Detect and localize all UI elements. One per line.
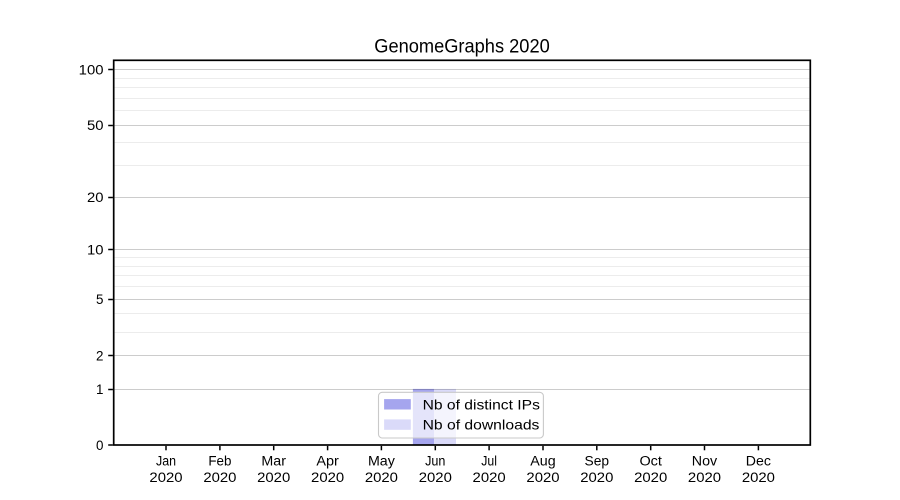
svg-text:2020: 2020 bbox=[311, 470, 344, 485]
svg-text:0: 0 bbox=[96, 438, 103, 453]
svg-text:Oct: Oct bbox=[639, 453, 662, 468]
svg-text:Dec: Dec bbox=[746, 453, 771, 468]
svg-text:2020: 2020 bbox=[257, 470, 290, 485]
svg-text:2020: 2020 bbox=[526, 470, 559, 485]
svg-text:Apr: Apr bbox=[316, 453, 339, 468]
svg-text:Jan: Jan bbox=[156, 453, 176, 468]
svg-text:2020: 2020 bbox=[580, 470, 613, 485]
svg-text:Aug: Aug bbox=[530, 453, 555, 468]
svg-text:2020: 2020 bbox=[203, 470, 236, 485]
svg-text:May: May bbox=[368, 453, 395, 468]
svg-text:2020: 2020 bbox=[419, 470, 452, 485]
svg-text:Mar: Mar bbox=[261, 453, 286, 468]
svg-text:Jun: Jun bbox=[425, 453, 445, 468]
svg-text:50: 50 bbox=[87, 118, 104, 133]
svg-text:20: 20 bbox=[87, 190, 104, 205]
svg-text:GenomeGraphs 2020: GenomeGraphs 2020 bbox=[374, 37, 550, 58]
svg-text:Nb of distinct IPs: Nb of distinct IPs bbox=[423, 396, 540, 412]
svg-text:2020: 2020 bbox=[742, 470, 775, 485]
svg-text:Jul: Jul bbox=[481, 453, 497, 468]
svg-text:2020: 2020 bbox=[688, 470, 721, 485]
svg-text:2020: 2020 bbox=[473, 470, 506, 485]
svg-text:Sep: Sep bbox=[585, 453, 610, 468]
svg-text:2020: 2020 bbox=[634, 470, 667, 485]
svg-text:1: 1 bbox=[96, 382, 103, 397]
svg-text:2020: 2020 bbox=[365, 470, 398, 485]
svg-text:2: 2 bbox=[96, 348, 103, 363]
svg-text:Nb of downloads: Nb of downloads bbox=[423, 417, 540, 433]
svg-text:Nov: Nov bbox=[692, 453, 718, 468]
svg-text:100: 100 bbox=[79, 62, 104, 77]
svg-text:2020: 2020 bbox=[149, 470, 182, 485]
svg-text:Feb: Feb bbox=[208, 453, 231, 468]
svg-text:10: 10 bbox=[87, 243, 104, 258]
svg-text:5: 5 bbox=[96, 292, 103, 307]
